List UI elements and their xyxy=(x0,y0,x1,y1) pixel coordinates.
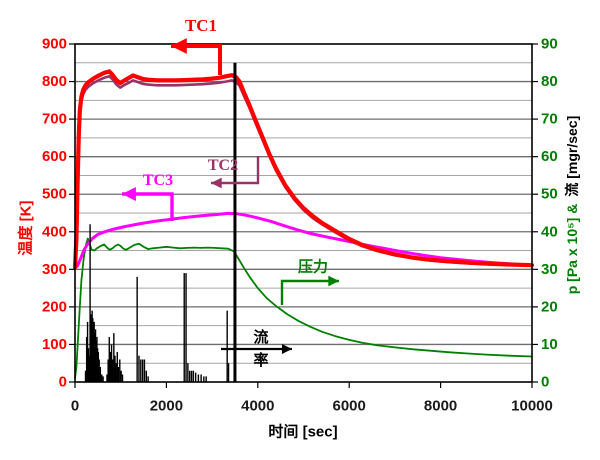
right-tick-label: 40 xyxy=(541,223,558,240)
right-tick-label: 50 xyxy=(541,186,558,203)
annotation-arrow-tc3 xyxy=(122,192,174,221)
right-tick-label: 70 xyxy=(541,111,558,128)
x-tick-label: 0 xyxy=(71,398,79,415)
left-tick-label: 200 xyxy=(42,298,67,315)
right-axis-title-pressure: p [Pa x 10⁵] & xyxy=(564,203,580,295)
right-tick-label: 80 xyxy=(541,73,558,90)
x-tick-label: 10000 xyxy=(511,398,553,415)
annotation-arrowhead-tc1 xyxy=(171,38,187,54)
right-tick-label: 60 xyxy=(541,148,558,165)
annotation-arrowhead-pressure xyxy=(328,275,339,287)
annotation-arrowhead-flow-rate xyxy=(281,343,292,355)
x-axis-title: 时间 [sec] xyxy=(268,423,338,441)
series-压力 xyxy=(74,237,533,380)
right-tick-label: 90 xyxy=(541,36,558,53)
x-tick-label: 6000 xyxy=(333,398,366,415)
left-tick-label: 600 xyxy=(42,148,67,165)
x-tick-label: 2000 xyxy=(150,398,183,415)
annotation-label-tc1: TC1 xyxy=(184,16,218,35)
annotation-arrow-tc1 xyxy=(171,44,222,75)
left-axis-title: 温度 [K] xyxy=(17,200,35,256)
plot-border xyxy=(74,43,533,383)
left-tick-label: 700 xyxy=(42,111,67,128)
right-tick-label: 10 xyxy=(541,336,558,353)
left-tick-label: 900 xyxy=(42,36,67,53)
annotation-arrowhead-tc3 xyxy=(122,187,136,201)
right-axis-title: p [Pa x 10⁵] & 流 [mgr/sec] xyxy=(562,116,582,295)
left-tick-label: 0 xyxy=(59,374,67,391)
annotation-arrow-tc2 xyxy=(211,156,260,185)
annotation-label-pressure: 压力 xyxy=(297,258,329,276)
series-TC1 xyxy=(72,69,535,270)
left-tick-label: 100 xyxy=(42,336,67,353)
x-tick-label: 8000 xyxy=(424,398,457,415)
right-axis-title-flow: 流 [mgr/sec] xyxy=(564,115,580,197)
right-tick-label: 0 xyxy=(541,374,549,391)
annotation-arrowhead-tc2 xyxy=(211,177,222,189)
x-tick-label: 4000 xyxy=(241,398,274,415)
right-tick-label: 20 xyxy=(541,298,558,315)
left-tick-label: 500 xyxy=(42,186,67,203)
annotation-label-flow-rate: 流率 xyxy=(253,329,269,369)
right-tick-label: 30 xyxy=(541,261,558,278)
left-tick-label: 800 xyxy=(42,73,67,90)
series-TC3 xyxy=(73,211,534,270)
annotation-label-tc2: TC2 xyxy=(207,157,239,174)
left-tick-label: 300 xyxy=(42,261,67,278)
left-tick-label: 400 xyxy=(42,223,67,240)
annotation-label-tc3: TC3 xyxy=(142,172,174,189)
annotation-arrow-pressure xyxy=(280,279,339,305)
